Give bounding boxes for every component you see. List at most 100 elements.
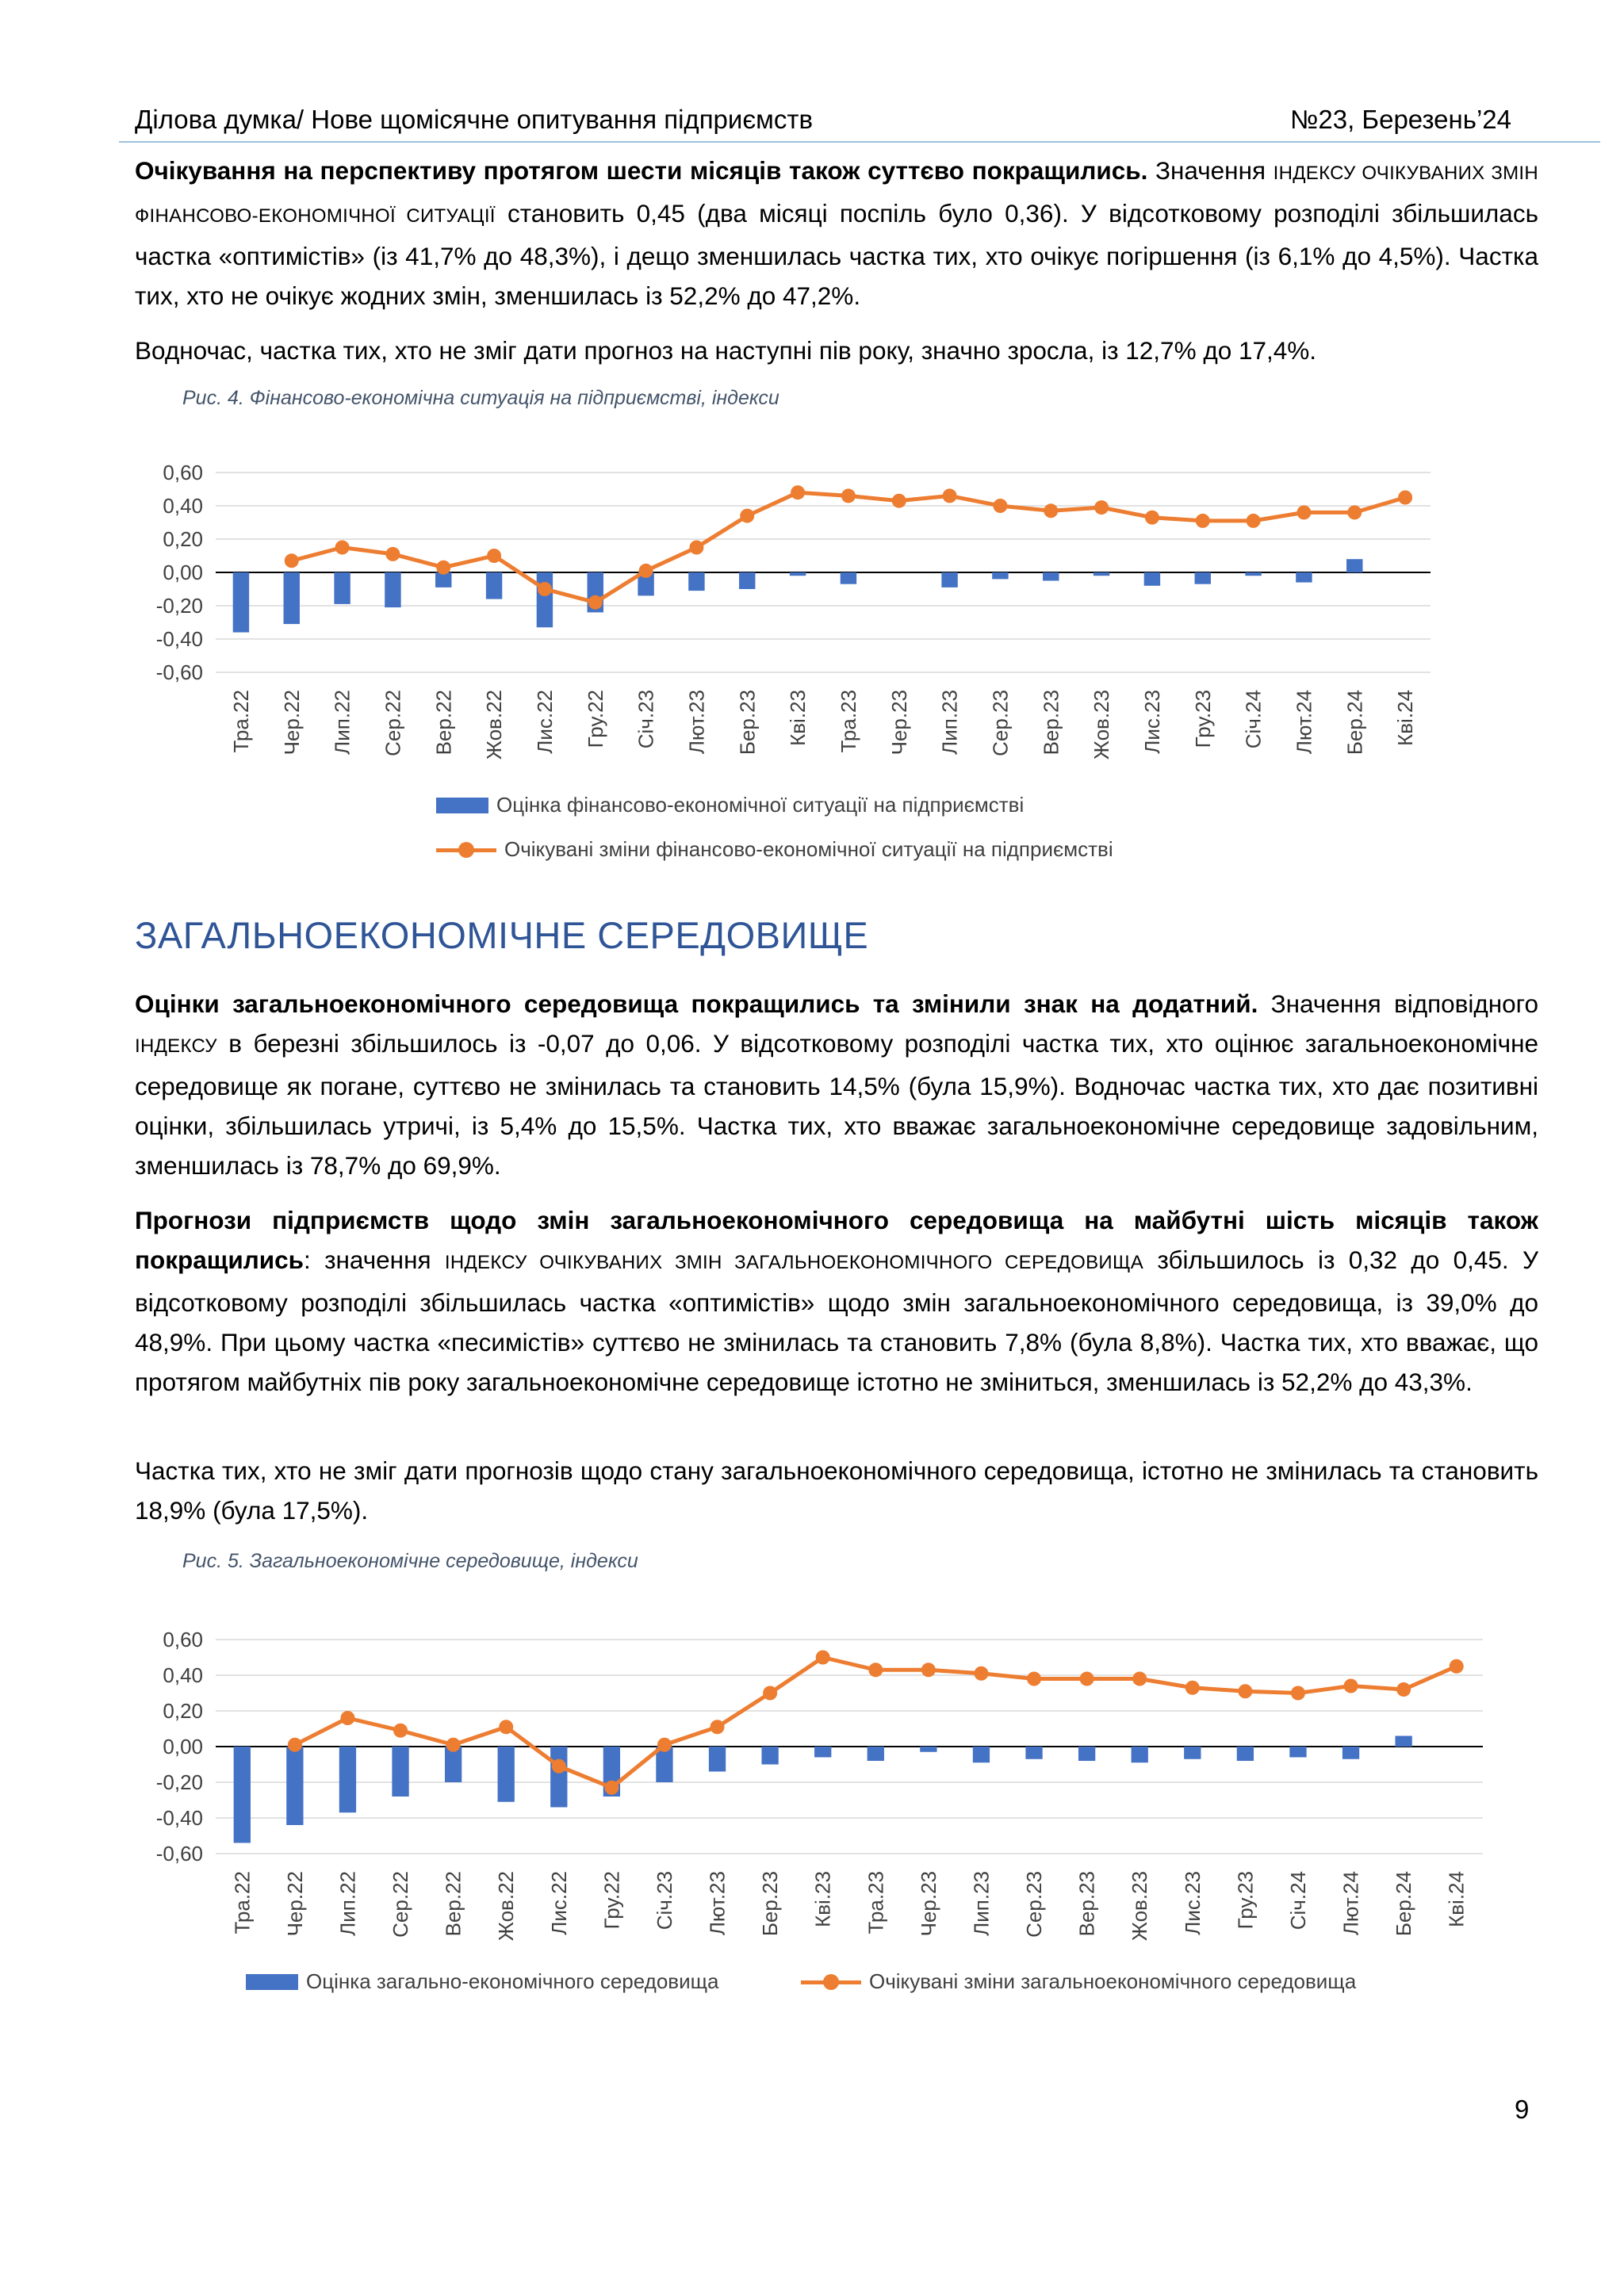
line-point [446,1737,461,1752]
bar [435,572,452,587]
line-point [1246,513,1261,528]
bar [536,572,553,628]
y-tick-label: -0,60 [156,660,203,684]
bar [283,572,300,625]
line-point [604,1780,619,1795]
x-tick-label: Чер.23 [917,1871,940,1936]
line-point [537,582,552,596]
x-tick-label: Жов.22 [494,1871,518,1941]
bar [941,572,958,587]
x-tick-label: Вер.23 [1075,1871,1099,1936]
x-tick-label: Бер.24 [1392,1871,1415,1936]
line-point [340,1711,355,1725]
y-tick-label: -0,20 [156,1770,203,1794]
x-tick-label: Лют.24 [1292,690,1316,754]
line-point [588,595,603,610]
bar [392,1747,409,1797]
line-point [1297,505,1312,520]
bar [638,572,654,596]
line-point [993,499,1008,513]
line-point [1343,1678,1358,1693]
line-point [1185,1680,1200,1695]
legend-label: Очікувані зміни загальноекономічного сер… [869,1969,1357,1993]
bar [992,572,1009,580]
y-tick-label: 0,20 [163,527,203,551]
paragraph-text: Значення відповідного [1258,989,1538,1018]
index-name: індексу очікуваних змін фінансово-економ… [135,163,1539,227]
chart-plot: 0,60 0,40 0,20 0,00 -0,20 -0,40 -0,60 Тра.22 Чер… [156,1628,1483,1941]
x-tick-label: Гру.22 [584,690,607,748]
line-point [1398,490,1413,505]
line-point [868,1663,883,1678]
x-tick-label: Лип.23 [969,1871,993,1936]
x-tick-label: Гру.23 [1233,1871,1257,1929]
x-tick-label: Бер.24 [1342,690,1366,755]
line-point [393,1723,408,1738]
bar [550,1747,568,1808]
x-tick-label: Гру.22 [599,1871,623,1929]
bar [1093,572,1110,576]
line-point [815,1650,830,1665]
line-point [791,485,806,500]
legend-item: Очікувані зміни фінансово-економічної си… [436,837,1113,862]
bar [1236,1747,1254,1761]
line-point [1290,1686,1305,1701]
x-tick-label: Тра.22 [230,1871,254,1934]
bar [286,1747,304,1825]
header-issue: №23, Березень’24 [1289,105,1511,134]
bar [497,1747,515,1802]
chart-financial-situation: 0,60 0,40 0,20 0,00 -0,20 -0,40 -0,60 Тра.22 Чер… [135,444,1515,872]
header-divider [119,141,1600,143]
bar [656,1747,673,1782]
running-header: Ділова думка/ Нове щомісячне опитування … [135,98,1511,141]
index-name: індексу [135,1035,217,1057]
x-tick-label: Лют.23 [684,690,708,754]
bar [232,572,250,633]
line-point [638,563,653,578]
paragraph-lead: Оцінки загальноекономічного середовища п… [135,989,1258,1018]
x-tick-label: Лис.23 [1140,690,1164,754]
legend-item: Оцінка фінансово-економічної ситуації на… [436,793,1024,817]
line-point [284,553,299,568]
legend-line-swatch [436,841,496,859]
x-tick-label: Сер.23 [988,690,1012,756]
legend-line-swatch [801,1973,861,1991]
bar [1131,1747,1148,1763]
paragraph-forecast: Водночас, частка тих, хто не зміг дати п… [135,336,1317,365]
section-title: ЗАГАЛЬНОЕКОНОМІЧНЕ СЕРЕДОВИЩЕ [135,914,869,956]
figure-caption: Рис. 5. Загальноекономічне середовище, і… [182,1550,638,1572]
bar [1078,1747,1096,1761]
x-tick-label: Сер.23 [1022,1871,1046,1938]
x-tick-label: Лип.22 [335,1871,359,1936]
paragraph-expectations: Очікування на перспективу протягом шести… [135,151,1538,316]
index-name: індексу очікуваних змін загальноекономіч… [444,1252,1144,1273]
paragraph-text: в березні збільшилось із -0,07 до 0,06. … [135,1029,1538,1180]
line-point [942,488,957,503]
x-tick-label: Кві.23 [786,690,810,746]
bar [840,572,857,584]
y-tick-label: -0,40 [156,1806,203,1830]
x-tick-label: Бер.23 [735,690,759,755]
paragraph-lead: Очікування на перспективу протягом шести… [135,156,1148,185]
x-tick-label: Жов.23 [1090,690,1113,760]
x-tick-label: Лип.22 [331,690,354,755]
bar [1289,1747,1307,1758]
y-tick-label: 0,40 [163,494,203,518]
line-point [740,508,755,523]
paragraph-text: : значення [304,1246,445,1274]
x-tick-label: Гру.23 [1191,690,1215,748]
line-point [1238,1684,1253,1699]
y-tick-label: 0,20 [163,1699,203,1723]
line-point [1347,505,1362,520]
line-point [1079,1671,1094,1686]
y-tick-label: 0,60 [163,1628,203,1651]
bar [867,1747,884,1761]
x-tick-label: Лип.23 [938,690,962,755]
line-point [891,493,906,508]
y-tick-label: -0,60 [156,1842,203,1866]
bar [1184,1747,1201,1759]
y-tick-label: 0,60 [163,461,203,484]
x-tick-label: Вер.23 [1039,690,1063,755]
bar [1043,572,1059,581]
x-tick-label: Сер.22 [381,690,404,756]
